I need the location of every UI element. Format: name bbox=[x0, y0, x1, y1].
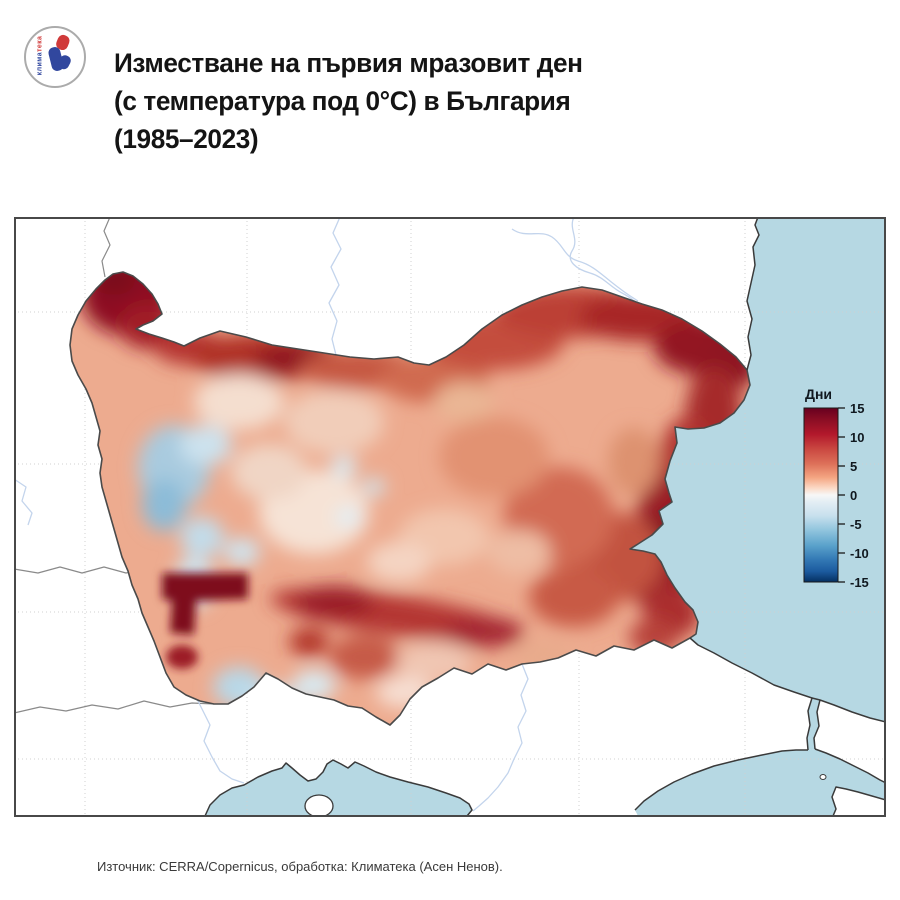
river-danube-meander-2 bbox=[569, 216, 649, 316]
river-serbia bbox=[13, 478, 33, 526]
legend-title: Дни bbox=[805, 386, 832, 402]
title-line-3: (1985–2023) bbox=[114, 124, 259, 154]
marmara-island bbox=[819, 774, 827, 780]
legend-tick-marks bbox=[838, 407, 845, 583]
sea-of-marmara bbox=[635, 749, 886, 816]
source-attribution: Източник: CERRA/Copernicus, обработка: К… bbox=[97, 859, 503, 874]
map-frame bbox=[14, 217, 886, 817]
river-danube-meander-1 bbox=[511, 228, 639, 302]
map: Дни 15 10 5 0 -5 -10 -15 bbox=[13, 216, 887, 818]
legend-tick-label: 15 bbox=[850, 401, 864, 416]
river-evros-border bbox=[472, 663, 529, 812]
legend-colorbar bbox=[803, 407, 839, 583]
bulgaria-outline bbox=[69, 271, 751, 726]
klimateka-logo-text: климатека bbox=[36, 35, 44, 76]
klimateka-logo: климатека bbox=[24, 26, 86, 88]
klimateka-logo-mark bbox=[48, 34, 71, 71]
map-legend: Дни 15 10 5 0 -5 -10 -15 bbox=[803, 386, 869, 590]
river-romania bbox=[328, 216, 342, 356]
black-sea bbox=[630, 217, 886, 750]
seas bbox=[205, 217, 886, 816]
legend-tick-label: -5 bbox=[850, 517, 862, 532]
coastlines bbox=[204, 216, 887, 817]
legend-tick-label: 5 bbox=[850, 459, 857, 474]
legend-tick-label: -10 bbox=[850, 546, 869, 561]
legend-tick-label: 0 bbox=[850, 488, 857, 503]
page-title: Изместване на първия мразовит ден (с тем… bbox=[114, 44, 696, 158]
title-line-2: (с температура под 0°C) в България bbox=[114, 86, 571, 116]
title-line-1: Изместване на първия мразовит ден bbox=[114, 48, 583, 78]
legend-tick-label: -15 bbox=[850, 575, 869, 590]
aegean-sea bbox=[205, 760, 472, 816]
legend-tick-label: 10 bbox=[850, 430, 864, 445]
thasos-island bbox=[304, 794, 334, 818]
map-svg: Дни 15 10 5 0 -5 -10 -15 bbox=[13, 216, 887, 818]
